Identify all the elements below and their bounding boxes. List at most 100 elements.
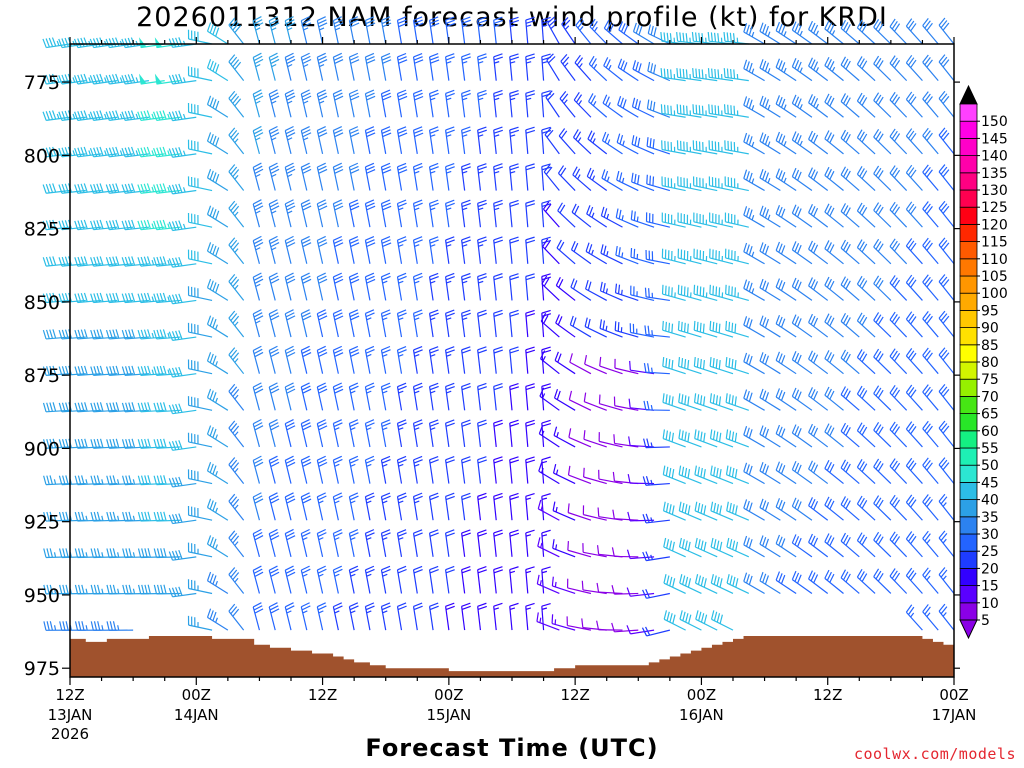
- wind-barb: [743, 535, 765, 558]
- barb-full: [537, 499, 542, 509]
- barb-staff: [364, 240, 371, 264]
- barb-full: [808, 423, 813, 433]
- barb-full: [717, 33, 720, 43]
- barb-full: [889, 568, 896, 577]
- barb-full: [77, 402, 82, 412]
- barb-full: [631, 135, 635, 145]
- barb-staff: [567, 549, 592, 558]
- wind-barb: [121, 73, 150, 85]
- barb-full: [813, 134, 819, 144]
- wind-barb: [840, 19, 860, 45]
- wind-barb: [206, 315, 229, 338]
- barb-staff: [207, 287, 229, 301]
- wind-barb: [808, 313, 829, 338]
- barb-full: [232, 462, 240, 471]
- barb-half: [234, 211, 239, 217]
- wind-barb: [694, 501, 718, 521]
- barb-flag: [154, 37, 163, 49]
- wind-barb: [412, 602, 423, 631]
- barb-full: [178, 147, 183, 157]
- barb-full: [253, 312, 263, 318]
- barb-full: [910, 535, 917, 545]
- wind-barb: [840, 239, 860, 265]
- barb-full: [334, 315, 344, 321]
- barb-full: [115, 329, 120, 339]
- barb-full: [602, 282, 606, 293]
- barb-full: [285, 52, 294, 58]
- barb-full: [270, 205, 280, 211]
- barb-full: [509, 383, 519, 387]
- barb-full: [317, 126, 326, 132]
- barb-half: [167, 332, 170, 339]
- barb-staff: [856, 137, 876, 155]
- barb-full: [861, 170, 868, 179]
- barb-full: [713, 575, 717, 585]
- wind-barb: [572, 166, 592, 191]
- wind-barb: [922, 54, 939, 82]
- barb-staff: [348, 203, 355, 228]
- barb-full: [543, 164, 551, 173]
- barb-staff: [775, 506, 797, 521]
- barb-staff: [428, 459, 434, 484]
- barb-half: [525, 570, 532, 574]
- barb-staff: [922, 501, 939, 521]
- barb-full: [269, 568, 279, 574]
- barb-full: [414, 95, 424, 101]
- barb-half: [271, 247, 277, 251]
- barb-full: [144, 402, 148, 412]
- barb-full: [493, 19, 503, 24]
- barb-half: [366, 353, 372, 357]
- barb-full: [748, 392, 753, 402]
- barb-full: [397, 92, 407, 98]
- barb-full: [445, 129, 455, 134]
- barb-full: [230, 20, 238, 28]
- barb-staff: [856, 466, 876, 485]
- barb-staff: [228, 574, 245, 594]
- barb-staff: [461, 56, 466, 81]
- wind-barb: [364, 309, 375, 338]
- barb-staff: [709, 76, 734, 82]
- barb-full: [365, 568, 375, 574]
- wind-barb: [461, 565, 471, 594]
- barb-full: [317, 345, 326, 351]
- wind-barb: [938, 200, 955, 228]
- barb-staff: [172, 263, 197, 268]
- wind-barb: [644, 287, 670, 302]
- barb-full: [606, 21, 612, 31]
- barb-full: [926, 279, 933, 288]
- barb-full: [748, 575, 753, 585]
- barb-full: [317, 455, 326, 461]
- barb-full: [493, 309, 503, 314]
- barb-full: [285, 492, 294, 498]
- barb-full: [302, 315, 312, 321]
- barb-full: [603, 57, 609, 66]
- barb-half: [398, 353, 404, 357]
- barb-staff: [300, 533, 308, 557]
- barb-staff: [348, 350, 355, 374]
- barb-full: [461, 422, 471, 427]
- barb-full: [365, 16, 375, 21]
- wind-barb: [445, 565, 455, 594]
- barb-full: [124, 74, 129, 84]
- barb-full: [252, 309, 262, 315]
- barb-full: [685, 69, 688, 79]
- barb-full: [824, 130, 830, 140]
- barb-full: [209, 390, 214, 400]
- barb-staff: [364, 496, 371, 521]
- barb-full: [791, 131, 797, 141]
- wind-barb: [542, 201, 560, 228]
- barb-half: [478, 97, 484, 101]
- barb-staff: [493, 129, 497, 154]
- barb-full: [877, 206, 884, 216]
- barb-full: [124, 256, 129, 266]
- barb-full: [759, 571, 764, 582]
- barb-full: [109, 475, 113, 485]
- wind-barb: [553, 389, 576, 411]
- barb-full: [840, 312, 847, 322]
- barb-staff: [445, 93, 450, 118]
- barb-staff: [172, 519, 197, 525]
- wind-barb: [396, 236, 407, 264]
- barb-full: [922, 384, 929, 393]
- barb-full: [381, 92, 391, 98]
- barb-staff: [493, 349, 497, 374]
